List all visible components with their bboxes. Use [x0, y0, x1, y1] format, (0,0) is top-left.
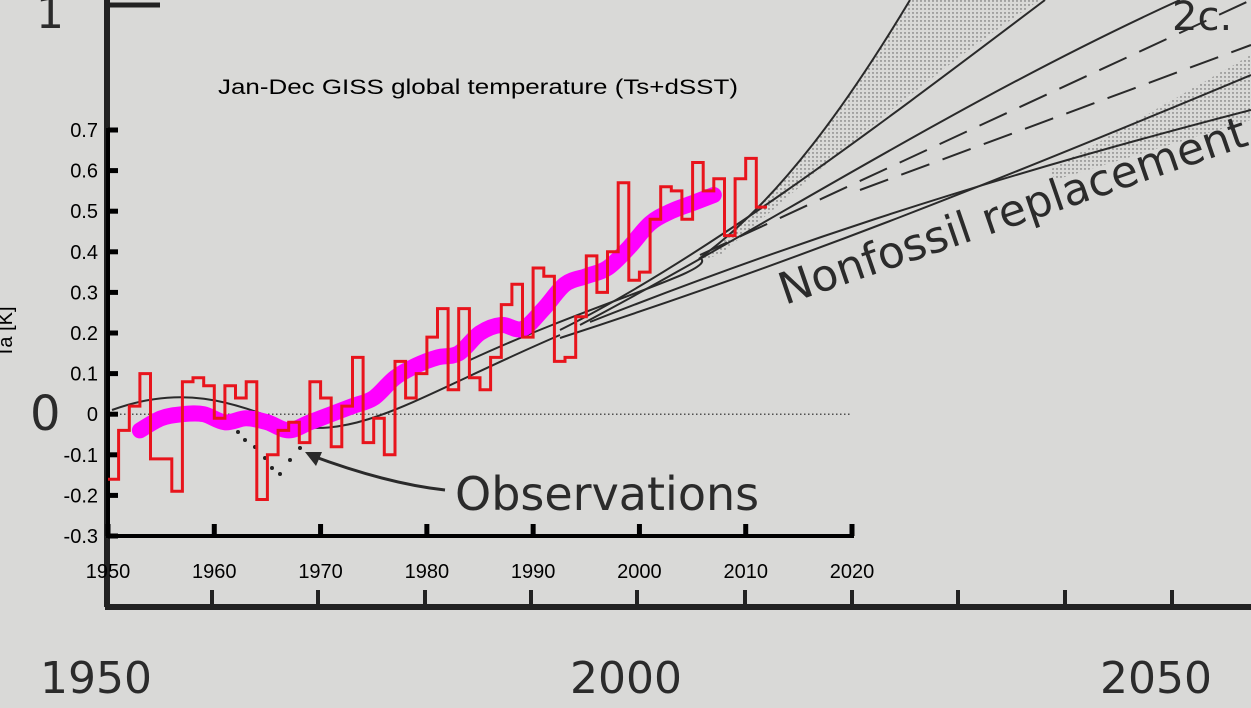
y-tick-label: 0.2	[70, 323, 98, 345]
y-tick-label: 0.4	[70, 242, 98, 264]
scenario-annotation: 2c.	[1172, 0, 1232, 40]
overlay-chart: Jan-Dec GISS global temperature (Ts+dSST…	[0, 76, 874, 583]
projection-line-3	[579, 0, 1181, 326]
x-tick-label: 1980	[405, 561, 450, 583]
x-tick-label: 1990	[511, 561, 556, 583]
x-tick-label: 2010	[723, 561, 768, 583]
x-tick-label: 1970	[298, 561, 343, 583]
x-tick-label: 1950	[86, 561, 131, 583]
y-tick-label: 0.6	[70, 161, 98, 183]
bg-y-label-zero: 0	[30, 386, 61, 442]
projection-line-dashed-1	[699, 0, 1251, 256]
observations-arrowhead	[305, 452, 322, 466]
y-tick-label: 0	[87, 404, 98, 426]
x-tick-label: 1960	[192, 561, 237, 583]
projection-line-2	[559, 0, 1046, 331]
projection-fan	[111, 0, 1251, 492]
shaded-band-upper	[700, 0, 1040, 260]
y-tick-label: 0.5	[70, 201, 98, 223]
x-axis-ticks: 1950 1960 1970 1980 1990 2000 2010 2020	[86, 524, 875, 583]
observations-arrow	[309, 453, 446, 492]
y-axis-label: Ta [K]	[0, 306, 17, 357]
y-tick-label: 0.3	[70, 282, 98, 304]
bg-year-label-2000: 2000	[570, 653, 682, 703]
projection-line-5	[559, 74, 1251, 339]
y-tick-label: -0.2	[64, 485, 98, 507]
projection-line-dashed-2	[859, 44, 1251, 191]
x-tick-label: 2000	[617, 561, 662, 583]
y-tick-label: -0.3	[64, 526, 98, 548]
y-tick-label: 0.1	[70, 364, 98, 386]
bg-y-label-one: 1	[36, 0, 64, 39]
x-tick-label: 2020	[830, 561, 875, 583]
bg-x-ticks	[210, 590, 1174, 607]
series-annual-step	[108, 156, 767, 501]
y-tick-label: 0.7	[70, 120, 98, 142]
bg-year-label-1950: 1950	[40, 653, 152, 703]
observations-annotation: Observations	[455, 467, 759, 521]
bg-year-label-2050: 2050	[1100, 653, 1212, 703]
y-tick-label: -0.1	[64, 445, 98, 467]
y-axis-ticks: 0.7 0.6 0.5 0.4 0.3 0.2 0.1 0 -0.1 -0.2 -0.3	[64, 120, 118, 548]
chart-title: Jan-Dec GISS global temperature (Ts+dSST…	[218, 76, 738, 99]
projection-line-4	[589, 109, 1251, 323]
